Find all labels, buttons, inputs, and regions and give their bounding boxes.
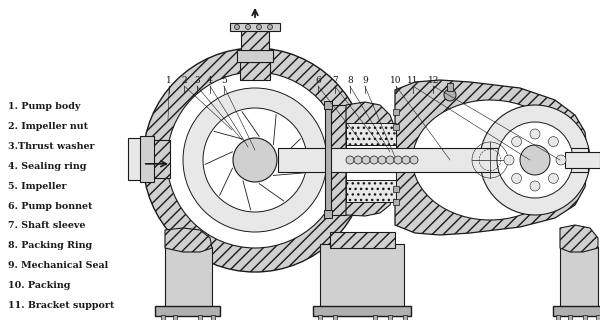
Bar <box>324 101 332 109</box>
Circle shape <box>410 156 418 164</box>
Circle shape <box>548 173 559 183</box>
Text: 6. Pump bonnet: 6. Pump bonnet <box>8 202 92 211</box>
Bar <box>565 152 600 168</box>
Polygon shape <box>346 102 395 216</box>
Text: 8: 8 <box>347 76 353 85</box>
Circle shape <box>520 145 550 175</box>
Bar <box>393 199 399 205</box>
Circle shape <box>167 72 343 248</box>
Text: 9: 9 <box>362 76 368 85</box>
Circle shape <box>203 108 307 212</box>
Text: 9. Mechanical Seal: 9. Mechanical Seal <box>8 261 108 270</box>
Circle shape <box>362 156 370 164</box>
Circle shape <box>245 25 251 29</box>
Text: 3: 3 <box>194 76 200 85</box>
Circle shape <box>378 156 386 164</box>
Bar <box>140 136 154 182</box>
Circle shape <box>530 129 540 139</box>
Circle shape <box>268 25 272 29</box>
Bar <box>278 148 588 172</box>
Polygon shape <box>165 247 212 310</box>
Bar <box>328 105 346 215</box>
Bar <box>393 124 399 130</box>
Bar <box>553 306 600 316</box>
Polygon shape <box>165 228 212 252</box>
Bar <box>568 315 572 320</box>
Bar <box>346 180 396 202</box>
Circle shape <box>512 137 521 147</box>
Text: 2. Impeller nut: 2. Impeller nut <box>8 122 88 131</box>
Circle shape <box>548 137 559 147</box>
Circle shape <box>504 155 514 165</box>
Circle shape <box>233 138 277 182</box>
Bar <box>237 50 273 62</box>
Bar <box>230 23 280 31</box>
Bar <box>155 306 220 316</box>
Text: 6: 6 <box>315 76 321 85</box>
Bar <box>346 123 396 145</box>
Text: 10. Packing: 10. Packing <box>8 281 70 290</box>
Bar <box>596 315 600 320</box>
Bar <box>373 315 377 320</box>
Text: 8. Packing Ring: 8. Packing Ring <box>8 241 92 250</box>
Text: 10: 10 <box>390 76 402 85</box>
Text: 12: 12 <box>428 76 439 85</box>
Text: 3.Thrust washer: 3.Thrust washer <box>8 142 94 151</box>
Circle shape <box>346 156 354 164</box>
Bar <box>556 315 560 320</box>
Bar <box>346 140 396 180</box>
Circle shape <box>394 156 402 164</box>
Circle shape <box>480 105 590 215</box>
Circle shape <box>402 156 410 164</box>
Bar <box>240 62 270 80</box>
Polygon shape <box>395 80 588 235</box>
Circle shape <box>143 48 367 272</box>
Bar <box>583 315 587 320</box>
Polygon shape <box>560 225 598 252</box>
Bar <box>313 306 411 316</box>
Text: 5: 5 <box>221 76 227 85</box>
Bar <box>447 83 453 91</box>
Bar <box>403 315 407 320</box>
Ellipse shape <box>413 100 568 220</box>
Bar <box>161 315 165 320</box>
Circle shape <box>235 25 239 29</box>
Bar <box>241 30 269 50</box>
Circle shape <box>497 122 573 198</box>
Circle shape <box>512 173 521 183</box>
Bar <box>198 315 202 320</box>
Bar <box>325 105 331 215</box>
Bar <box>152 140 170 178</box>
Circle shape <box>354 156 362 164</box>
Circle shape <box>556 155 566 165</box>
Bar <box>211 315 215 320</box>
Text: 1: 1 <box>166 76 172 85</box>
Text: 7: 7 <box>332 76 338 85</box>
Circle shape <box>530 181 540 191</box>
Circle shape <box>444 89 456 101</box>
Bar <box>320 244 404 316</box>
Text: 4. Sealing ring: 4. Sealing ring <box>8 162 86 171</box>
Bar <box>333 315 337 320</box>
Polygon shape <box>330 232 395 248</box>
Circle shape <box>257 25 262 29</box>
Text: 7. Shaft sleeve: 7. Shaft sleeve <box>8 221 85 230</box>
Bar <box>128 138 143 180</box>
Bar <box>388 315 392 320</box>
Text: 11. Bracket support: 11. Bracket support <box>8 301 114 310</box>
Circle shape <box>370 156 378 164</box>
Text: 2: 2 <box>181 76 187 85</box>
Polygon shape <box>560 247 598 310</box>
Bar <box>318 315 322 320</box>
Text: 1. Pump body: 1. Pump body <box>8 102 80 111</box>
Bar <box>324 210 332 218</box>
Text: 11: 11 <box>407 76 419 85</box>
Bar <box>173 315 177 320</box>
Bar <box>393 186 399 192</box>
Bar <box>393 109 399 115</box>
Text: 5. Impeller: 5. Impeller <box>8 182 66 191</box>
Text: 4: 4 <box>207 76 213 85</box>
Circle shape <box>183 88 327 232</box>
Circle shape <box>386 156 394 164</box>
